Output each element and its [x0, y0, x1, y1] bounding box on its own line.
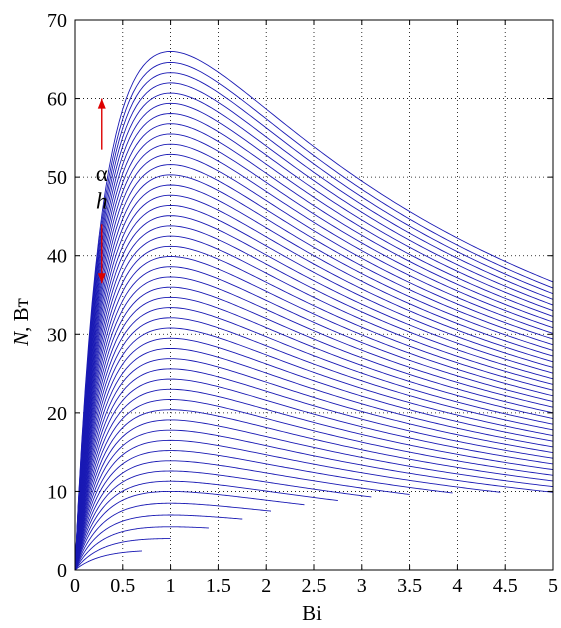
series-line: [74, 153, 554, 571]
series-line: [74, 419, 554, 571]
x-tick-label: 1.5: [206, 575, 231, 597]
series-line: [74, 225, 554, 571]
series-line: [74, 337, 554, 571]
series-line: [74, 470, 372, 571]
series-line: [74, 123, 554, 571]
series-line: [74, 82, 554, 571]
annotation-h-label: h: [96, 189, 108, 214]
x-tick-label: 4: [452, 575, 462, 597]
series-line: [74, 538, 171, 571]
x-tick-label: 3.5: [397, 575, 422, 597]
x-tick-label: 3: [357, 575, 367, 597]
arrow-up-head: [97, 98, 106, 109]
x-tick-label: 0.5: [110, 575, 135, 597]
series-line: [74, 378, 554, 571]
series-line: [74, 450, 453, 571]
series-line: [74, 439, 501, 571]
series-line: [74, 514, 243, 571]
x-tick-label: 1: [166, 575, 176, 597]
arrow-down-head: [97, 273, 106, 284]
series-line: [74, 460, 410, 571]
series-line: [74, 429, 554, 571]
series-line: [74, 490, 305, 571]
x-tick-label: 4.5: [493, 575, 518, 597]
series-line: [74, 164, 554, 571]
series-line: [74, 50, 554, 571]
series-line: [74, 204, 554, 571]
series-line: [74, 235, 554, 571]
y-axis-label: N, Вт: [9, 298, 33, 347]
series-line: [74, 399, 554, 571]
x-tick-label: 0: [70, 575, 80, 597]
series-line: [74, 550, 142, 571]
series-line: [74, 215, 554, 571]
series-line: [74, 72, 554, 571]
series-line: [74, 502, 272, 571]
y-tick-label: 20: [47, 403, 67, 425]
series-line: [74, 102, 554, 571]
series-line: [74, 174, 554, 571]
series-line: [74, 480, 338, 571]
series-line: [74, 368, 554, 571]
y-axis-label-unit: , Вт: [9, 298, 33, 332]
series-line: [74, 526, 209, 571]
y-tick-label: 70: [47, 10, 67, 32]
x-tick-label: 5: [548, 575, 558, 597]
series-line: [74, 388, 554, 571]
y-tick-label: 30: [47, 324, 67, 346]
y-tick-label: 40: [47, 246, 67, 268]
series-line: [74, 143, 554, 571]
y-axis-label-variable: N: [9, 331, 33, 347]
y-tick-label: 60: [47, 89, 67, 111]
y-tick-label: 50: [47, 167, 67, 189]
y-tick-label: 0: [57, 560, 67, 582]
series-line: [74, 92, 554, 571]
x-tick-label: 2.5: [302, 575, 327, 597]
series-line: [74, 317, 554, 571]
series-line: [74, 347, 554, 571]
series-line: [74, 133, 554, 571]
series-line: [74, 276, 554, 571]
annotation: αh: [96, 98, 108, 284]
series-line: [74, 286, 554, 571]
series-line: [74, 61, 554, 571]
series-line: [74, 184, 554, 571]
series-line: [74, 296, 554, 571]
series-line: [74, 245, 554, 571]
series-line: [74, 327, 554, 571]
y-tick-label: 10: [47, 481, 67, 503]
series-line: [74, 358, 554, 571]
curve-family: [74, 50, 554, 571]
annotation-alpha-label: α: [96, 161, 108, 186]
series-line: [74, 194, 554, 571]
series-line: [74, 409, 554, 571]
series-line: [74, 266, 554, 571]
series-line: [74, 113, 554, 571]
x-tick-label: 2: [261, 575, 271, 597]
series-line: [74, 307, 554, 571]
series-line: [74, 256, 554, 571]
x-axis-label: Bi: [302, 601, 322, 625]
